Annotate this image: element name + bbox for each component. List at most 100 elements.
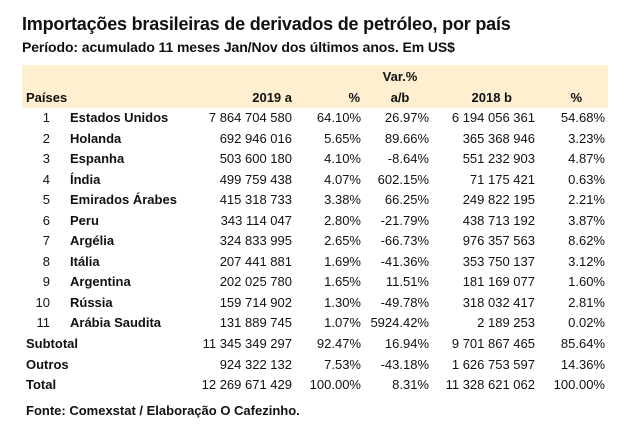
row-pct-2018: 1.60% (568, 274, 605, 289)
total-row: Outros 924 322 132 7.53% -43.18% 1 626 753 5… (0, 357, 635, 377)
row-variation: 26.97% (384, 110, 429, 125)
row-value-2018: 249 822 195 (462, 192, 535, 207)
row-pct-2019: 3.38% (324, 192, 361, 207)
row-rank: 3 (42, 151, 50, 166)
table-row: 1 Estados Unidos 7 864 704 580 64.10% 26.97%… (0, 110, 635, 130)
row-value-2018: 6 194 056 361 (451, 110, 535, 125)
row-country: Argentina (70, 274, 131, 289)
row-value-2019: 503 600 180 (219, 151, 292, 166)
row-variation: 11.51% (385, 274, 429, 289)
total-value-2018: 9 701 867 465 (451, 336, 535, 351)
row-variation: -41.36% (380, 253, 429, 269)
row-rank: 7 (42, 233, 50, 248)
row-value-2019: 692 946 016 (219, 130, 292, 146)
row-country: Holanda (70, 130, 122, 146)
total-variation: 8.31% (392, 377, 429, 392)
row-pct-2018: 2.81% (568, 294, 605, 310)
total-value-2019: 924 322 132 (219, 356, 292, 372)
row-pct-2018: 3.12% (568, 253, 605, 269)
total-row: Total 12 269 671 429 100.00% 8.31% 11 328 62… (0, 377, 635, 397)
row-value-2019: 131 889 745 (219, 315, 292, 330)
total-pct-2018: 100.00% (553, 377, 605, 392)
row-value-2018: 181 169 077 (462, 274, 535, 289)
row-value-2018: 71 175 421 (469, 171, 535, 187)
row-pct-2019: 4.07% (324, 171, 361, 187)
row-value-2018: 365 368 946 (462, 130, 535, 146)
header-var-top: Var.% (382, 69, 418, 84)
total-label: Subtotal (26, 336, 78, 351)
row-pct-2019: 2.80% (324, 212, 361, 228)
row-pct-2019: 5.65% (324, 130, 361, 146)
total-value-2018: 11 328 621 062 (445, 377, 535, 392)
row-pct-2018: 4.87% (568, 151, 605, 166)
row-rank: 10 (35, 294, 50, 310)
row-value-2019: 343 114 047 (220, 212, 292, 228)
row-rank: 9 (42, 274, 50, 289)
row-country: Arábia Saudita (70, 315, 162, 330)
row-variation: 5924.42% (370, 315, 429, 330)
row-country: Índia (70, 171, 101, 187)
row-value-2018: 353 750 137 (462, 253, 535, 269)
row-country: Itália (70, 253, 100, 269)
row-value-2018: 976 357 563 (462, 233, 535, 248)
header-pct-2019: % (348, 90, 360, 105)
row-pct-2018: 2.21% (568, 192, 605, 207)
row-value-2018: 2 189 253 (477, 315, 535, 330)
row-value-2019: 7 864 704 580 (208, 110, 292, 125)
row-value-2019: 159 714 902 (219, 294, 292, 310)
total-variation: -43.18% (380, 356, 429, 372)
row-variation: -8.64% (387, 151, 429, 166)
row-pct-2018: 8.62% (568, 233, 605, 248)
row-variation: 602.15% (377, 171, 429, 187)
source-note: Fonte: Comexstat / Elaboração O Cafezinh… (26, 403, 300, 418)
row-rank: 6 (42, 212, 50, 228)
row-variation: 66.25% (384, 192, 429, 207)
row-value-2019: 415 318 733 (219, 192, 292, 207)
row-rank: 2 (42, 130, 50, 146)
row-country: Rússia (70, 294, 113, 310)
total-pct-2018: 14.36% (560, 356, 605, 372)
header-2019: 2019 a (252, 90, 292, 105)
row-pct-2019: 1.65% (324, 274, 361, 289)
row-value-2019: 324 833 995 (219, 233, 292, 248)
table-row: 8 Itália 207 441 881 1.69% -41.36% 353 750 13… (0, 254, 635, 274)
header-var-bottom: a/b (390, 90, 410, 105)
row-variation: -49.78% (380, 294, 429, 310)
header-2018: 2018 b (471, 90, 512, 105)
total-value-2018: 1 626 753 597 (451, 356, 535, 372)
total-variation: 16.94% (384, 336, 429, 351)
row-pct-2018: 54.68% (560, 110, 605, 125)
table-row: 10 Rússia 159 714 902 1.30% -49.78% 318 032 4… (0, 295, 635, 315)
row-pct-2019: 1.07% (324, 315, 361, 330)
row-value-2018: 318 032 417 (462, 294, 535, 310)
row-pct-2018: 3.23% (568, 130, 605, 146)
row-variation: 89.66% (384, 130, 429, 146)
row-country: Espanha (70, 151, 125, 166)
total-label: Outros (26, 356, 69, 372)
table-title: Importações brasileiras de derivados de … (22, 14, 511, 34)
header-countries: Países (26, 90, 68, 105)
total-row: Subtotal 11 345 349 297 92.47% 16.94% 9 701 … (0, 336, 635, 356)
total-pct-2019: 7.53% (324, 356, 361, 372)
row-country: Argélia (70, 233, 115, 248)
row-pct-2018: 0.02% (568, 315, 605, 330)
table-row: 5 Emirados Árabes 415 318 733 3.38% 66.25% 24… (0, 192, 635, 212)
table-row: 11 Arábia Saudita 131 889 745 1.07% 5924.42%… (0, 315, 635, 335)
total-label: Total (26, 377, 57, 392)
table-row: 3 Espanha 503 600 180 4.10% -8.64% 551 232 90… (0, 151, 635, 171)
row-value-2018: 438 713 192 (462, 212, 535, 228)
table-row: 9 Argentina 202 025 780 1.65% 11.51% 181 169 … (0, 274, 635, 294)
row-pct-2019: 2.65% (324, 233, 361, 248)
total-pct-2019: 92.47% (316, 336, 361, 351)
total-value-2019: 12 269 671 429 (201, 377, 292, 392)
row-pct-2018: 3.87% (568, 212, 605, 228)
row-rank: 5 (42, 192, 50, 207)
row-country: Peru (70, 212, 99, 228)
table-row: 4 Índia 499 759 438 4.07% 602.15% 71 175 421 0… (0, 172, 635, 192)
row-rank: 4 (42, 171, 50, 187)
row-country: Emirados Árabes (70, 192, 177, 207)
table-subtitle: Período: acumulado 11 meses Jan/Nov dos … (22, 39, 455, 55)
row-pct-2019: 1.69% (324, 253, 361, 269)
row-value-2019: 207 441 881 (219, 253, 292, 269)
row-value-2019: 499 759 438 (219, 171, 292, 187)
